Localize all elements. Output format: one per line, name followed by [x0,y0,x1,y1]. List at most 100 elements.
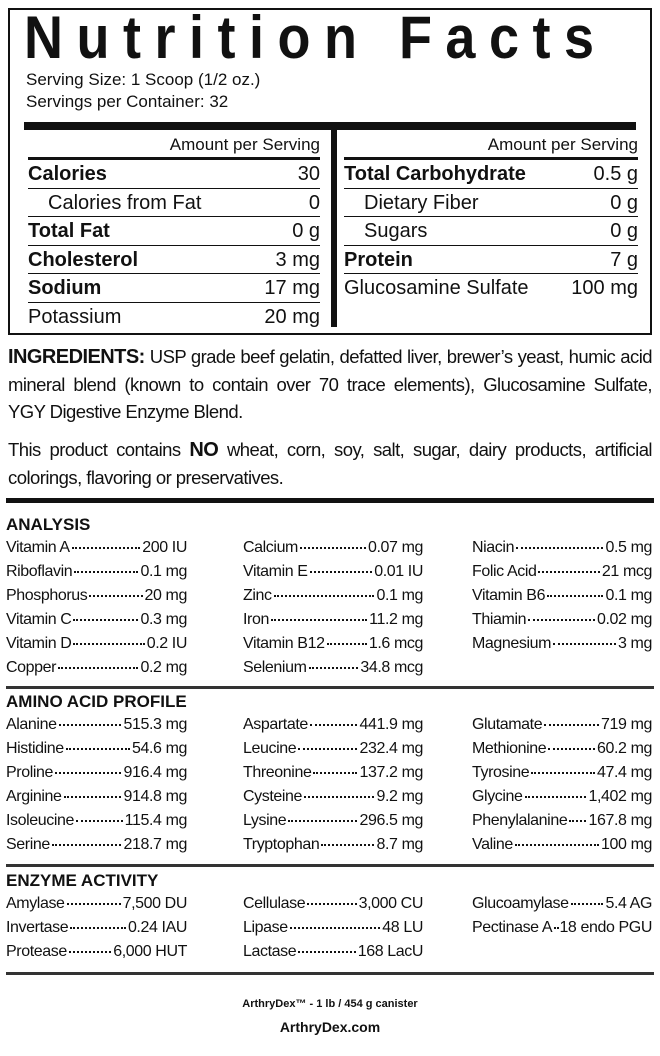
dot-leader [63,796,122,798]
item-value: 5.4 AG [605,895,652,912]
item-value: 20 mg [144,587,188,604]
item-value: 916.4 mg [123,764,187,781]
nutrients-right-column: Amount per Serving Total Carbohydrate 0.5… [344,132,638,303]
analysis-row: Copper 0.2 mg [6,656,187,680]
item-name: Vitamin C [6,611,72,628]
website-link[interactable]: ArthryDex.com [279,1019,381,1035]
dot-leader [321,844,375,846]
analysis-row: Pectinase A 18 endo PGU [472,916,652,940]
section-column: Calcium 0.07 mg Vitamin E 0.01 IU Zinc 0.1 mg… [243,536,423,680]
ingredients-text: USP grade beef gelatin, defatted liver, … [8,346,653,422]
item-name: Glycine [472,788,523,805]
free-from-statement: This product contains NO wheat, corn, so… [8,436,653,491]
lower-content: INGREDIENTS: USP grade beef gelatin, def… [0,343,660,1036]
dot-leader [544,724,600,726]
item-name: Tryptophan [243,836,320,853]
item-value: 232.4 mg [359,740,423,757]
dot-leader [300,547,366,549]
analysis-row: Isoleucine 115.4 mg [6,809,187,833]
item-value: 218.7 mg [123,836,187,853]
dot-leader [528,619,595,621]
dot-leader [554,927,558,929]
dot-leader [89,595,143,597]
analysis-row: Calcium 0.07 mg [243,536,423,560]
analysis-row: Vitamin B12 1.6 mcg [243,632,423,656]
item-name: Protease [6,943,67,960]
analysis-row: Vitamin A 200 IU [6,536,187,560]
item-value: 3,000 CU [358,895,424,912]
item-name: Cysteine [243,788,303,805]
item-value: 914.8 mg [123,788,187,805]
nutrient-value: 0 g [610,191,638,214]
section-divider [6,864,654,867]
item-name: Vitamin D [6,635,72,652]
dot-leader [313,772,358,774]
dot-leader [516,547,604,549]
item-name: Threonine [243,764,312,781]
item-name: Histidine [6,740,64,757]
free-from-after: wheat, corn, soy, salt, sugar, dairy pro… [8,439,653,488]
nutrient-row: Glucosamine Sulfate 100 mg [344,274,638,303]
section-grid: Vitamin A 200 IU Riboflavin 0.1 mg Phosphoru… [6,536,654,680]
item-value: 0.24 IAU [127,919,187,936]
dot-leader [273,595,375,597]
section-divider [6,498,654,503]
analysis-row: Zinc 0.1 mg [243,584,423,608]
nutrient-value: 3 mg [275,248,320,271]
dot-leader [309,724,358,726]
analysis-row: Glucoamylase 5.4 AG [472,892,652,916]
item-value: 0.02 mg [596,611,652,628]
analysis-row: Aspartate 441.9 mg [243,713,423,737]
dot-leader [289,927,381,929]
item-value: 0.1 mg [605,587,652,604]
analysis-row: Niacin 0.5 mg [472,536,652,560]
dot-leader [548,748,595,750]
nutrient-row: Dietary Fiber 0 g [344,189,638,217]
item-value: 9.2 mg [376,788,423,805]
item-name: Lipase [243,919,288,936]
analysis-row: Cysteine 9.2 mg [243,785,423,809]
dot-leader [76,820,123,822]
dot-leader [570,903,604,905]
servings-per-container: Servings per Container: 32 [26,92,229,111]
item-value: 6,000 HUT [113,943,187,960]
analysis-row: Vitamin E 0.01 IU [243,560,423,584]
analysis-row: Leucine 232.4 mg [243,737,423,761]
item-value: 0.01 IU [374,563,423,580]
nutrient-name: Total Carbohydrate [344,163,526,185]
nutrient-row: Total Carbohydrate 0.5 g [344,160,638,189]
item-name: Aspartate [243,716,308,733]
item-name: Isoleucine [6,812,75,829]
section-divider [6,972,654,975]
amount-per-serving-header: Amount per Serving [28,132,320,160]
section-column: Glucoamylase 5.4 AG Pectinase A 18 endo PGU [472,892,652,964]
analysis-row: Arginine 914.8 mg [6,785,187,809]
item-name: Invertase [6,919,69,936]
item-name: Leucine [243,740,297,757]
analysis-row: Invertase 0.24 IAU [6,916,187,940]
dot-leader [569,820,587,822]
product-description: ArthryDex™ - 1 lb / 454 g canister [242,998,418,1010]
item-value: 719 mg [601,716,652,733]
section-amino-acid-profile: AMINO ACID PROFILE Alanine 515.3 mg Histidi… [0,691,654,857]
section-enzyme-activity: ENZYME ACTIVITY Amylase 7,500 DU Invertase 0… [0,870,654,964]
nutrient-row: Calories 30 [28,160,320,189]
nutrient-row: Sugars 0 g [344,217,638,246]
item-value: 200 IU [142,539,187,556]
nutrient-value: 100 mg [571,277,638,299]
item-name: Tyrosine [472,764,530,781]
nutrient-name: Dietary Fiber [364,191,479,214]
item-name: Vitamin B6 [472,587,546,604]
analysis-row: Phenylalanine 167.8 mg [472,809,652,833]
nutrient-value: 7 g [610,248,638,271]
item-name: Amylase [6,895,65,912]
analysis-row: Vitamin C 0.3 mg [6,608,187,632]
dot-leader [326,643,367,645]
nutrient-value: 0 g [610,220,638,242]
item-value: 7,500 DU [122,895,188,912]
analysis-row: Selenium 34.8 mcg [243,656,423,680]
item-name: Vitamin E [243,563,308,580]
nutrient-row: Potassium 20 mg [28,303,320,332]
item-value: 60.2 mg [596,740,652,757]
nutrition-facts-panel: Nutrition Facts Serving Size: 1 Scoop (1… [8,8,652,335]
